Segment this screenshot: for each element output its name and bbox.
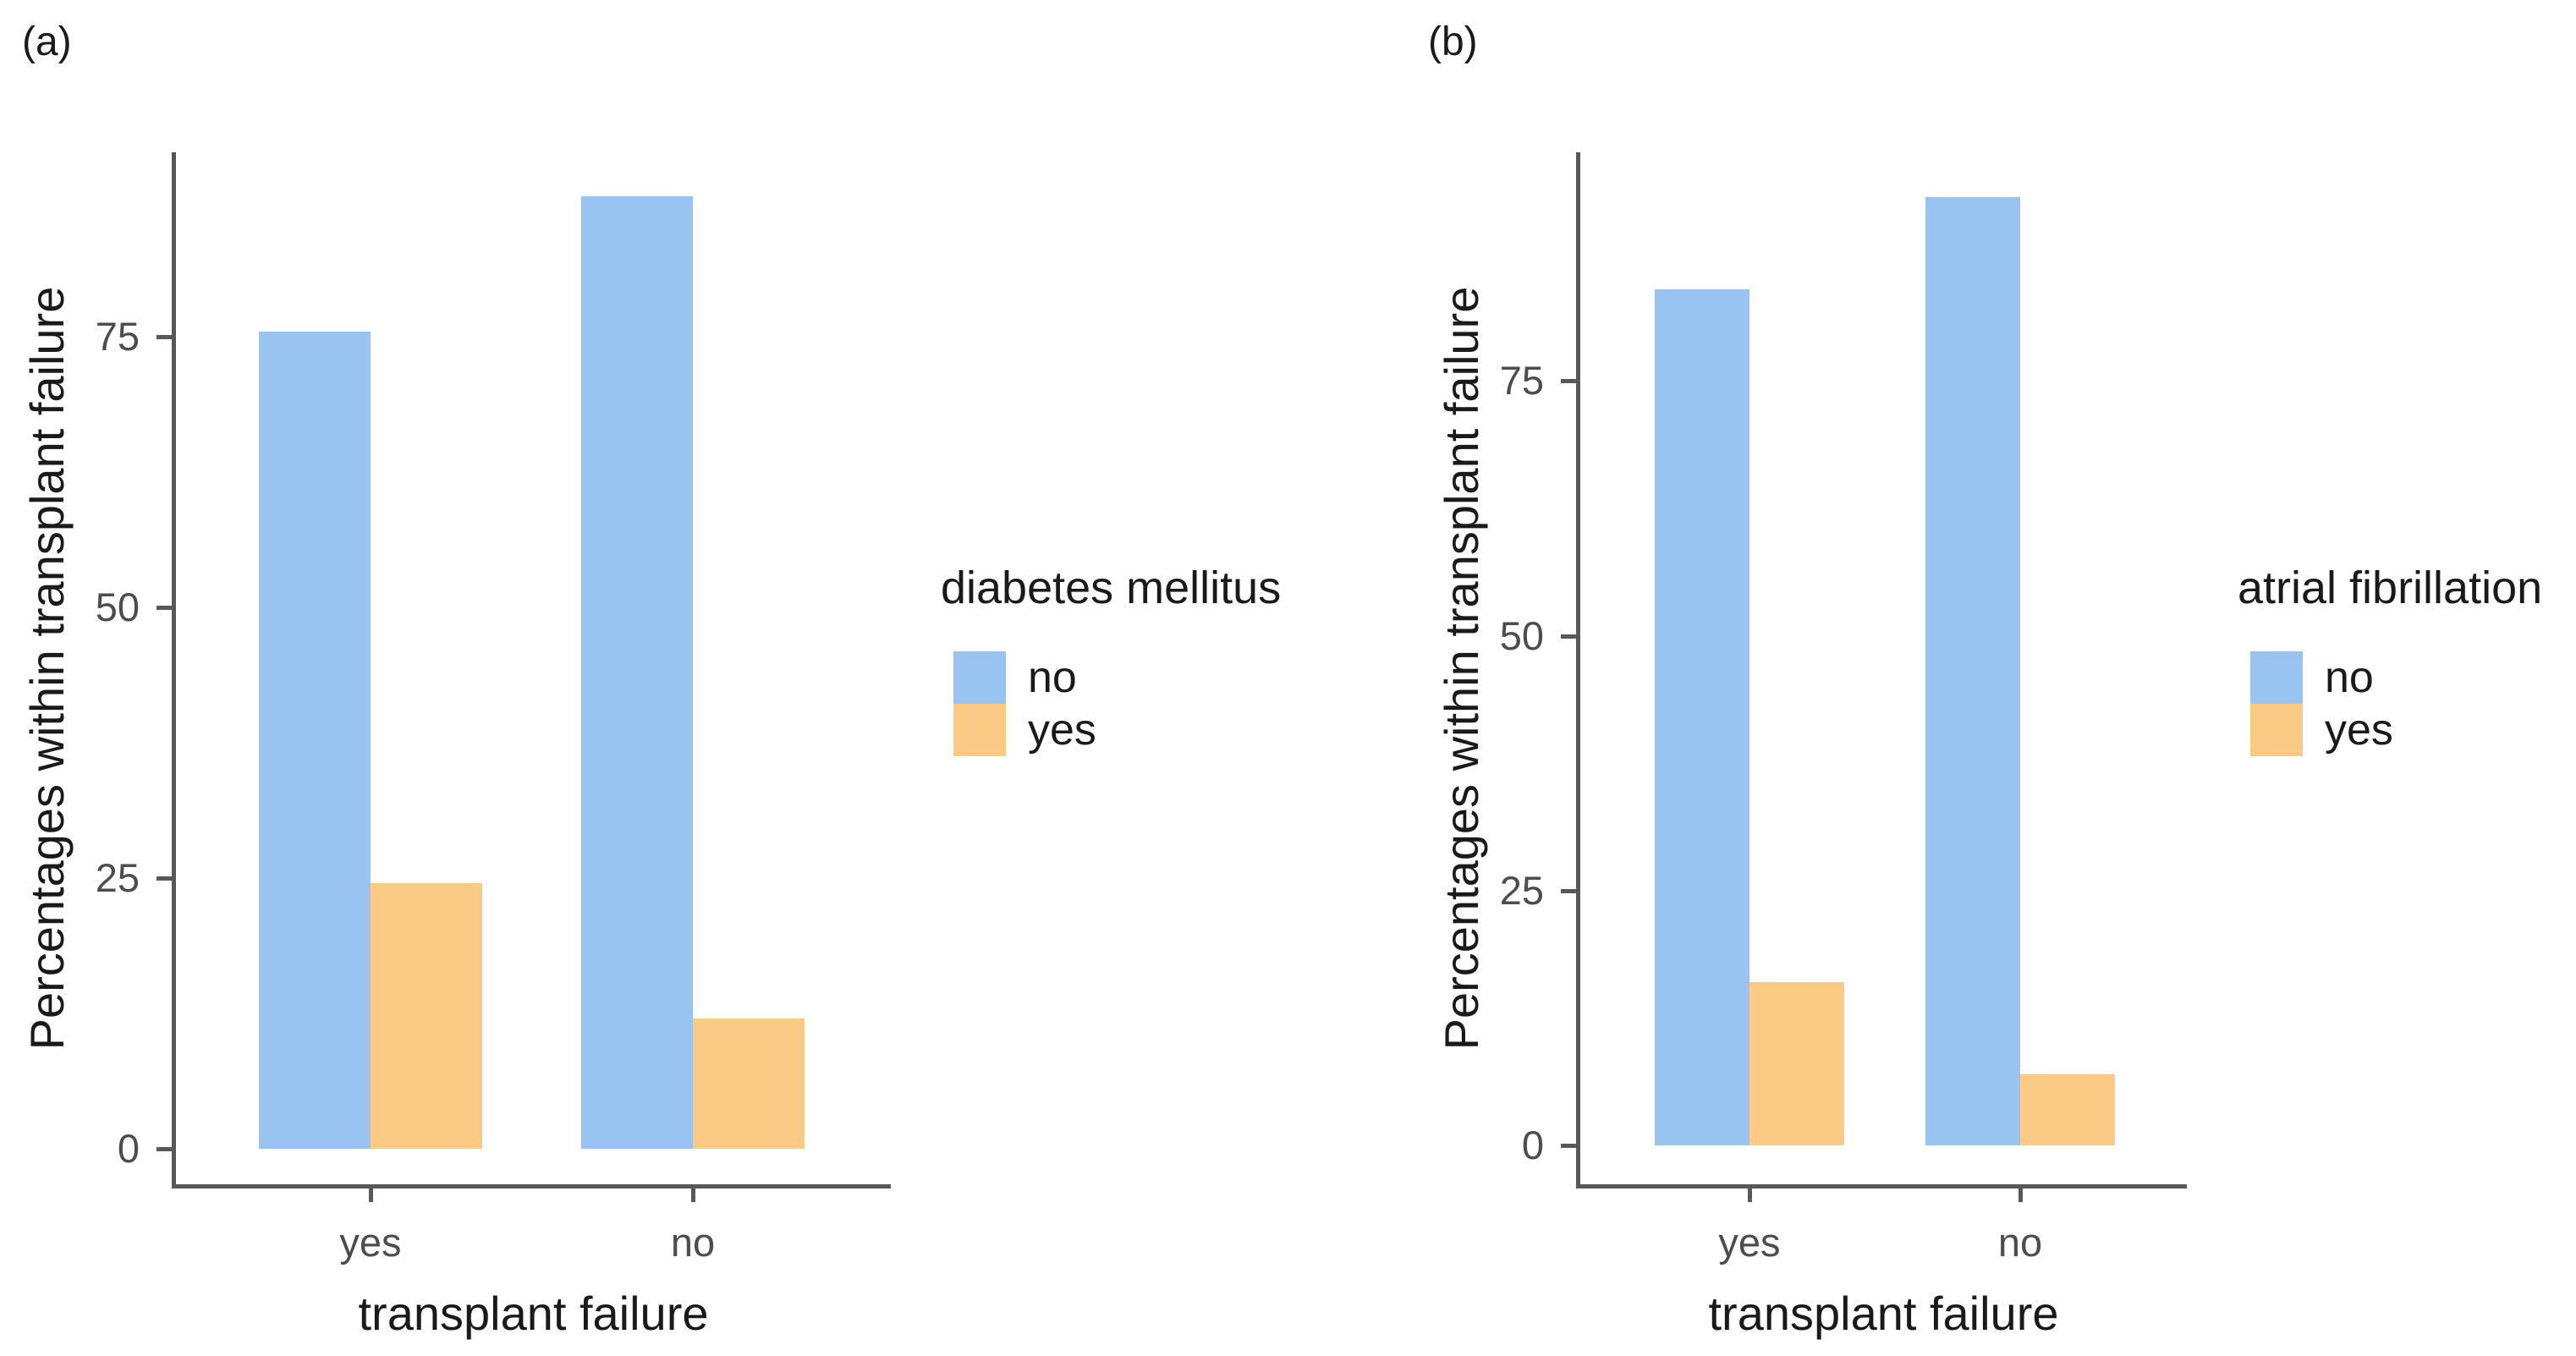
y-tick-label: 0 — [117, 1126, 140, 1171]
legend-swatch-no — [2250, 651, 2303, 704]
panel-b-legend-title: atrial fibrillation — [2238, 563, 2543, 613]
legend-swatch-yes — [953, 704, 1006, 756]
y-axis-line — [172, 152, 176, 1184]
y-tick-label: 75 — [95, 314, 140, 359]
x-axis-line — [1576, 1184, 2187, 1189]
x-tick-mark — [1748, 1189, 1752, 1202]
panel-a-tag: (a) — [22, 19, 72, 64]
panel-b-y-axis-title: Percentages within transplant failure — [1435, 286, 1488, 1051]
y-tick-label: 25 — [95, 855, 140, 900]
legend-label-no: no — [2325, 653, 2374, 702]
x-tick-label: no — [670, 1220, 716, 1265]
legend-swatch-yes — [2250, 704, 2303, 756]
legend-label-yes: yes — [1028, 705, 1096, 755]
x-tick-mark — [2019, 1189, 2023, 1202]
bar-yes-yes — [1749, 982, 1844, 1145]
bar-no-yes — [693, 1018, 805, 1149]
x-tick-label: no — [1997, 1220, 2043, 1265]
bar-no-no — [1925, 197, 2020, 1145]
bar-yes-no — [1655, 289, 1749, 1145]
y-tick-mark — [157, 606, 172, 610]
y-tick-mark — [157, 876, 172, 881]
y-tick-label: 75 — [1499, 358, 1544, 403]
x-tick-mark — [691, 1189, 695, 1202]
panel-a-x-axis-title: transplant failure — [358, 1287, 709, 1340]
y-tick-label: 25 — [1499, 868, 1544, 913]
y-tick-mark — [157, 1147, 172, 1151]
y-tick-mark — [1561, 889, 1576, 893]
legend-swatch-no — [953, 651, 1006, 704]
x-tick-label: yes — [339, 1220, 402, 1265]
panel-a-y-axis-title: Percentages within transplant failure — [20, 286, 74, 1051]
y-axis-line — [1576, 152, 1580, 1184]
y-tick-mark — [1561, 634, 1576, 639]
legend-label-no: no — [1028, 653, 1077, 702]
bar-yes-yes — [371, 883, 482, 1149]
bar-yes-no — [259, 332, 371, 1149]
y-tick-label: 50 — [95, 585, 140, 629]
x-tick-label: yes — [1718, 1220, 1781, 1265]
x-tick-mark — [369, 1189, 373, 1202]
bar-no-no — [581, 196, 693, 1149]
y-tick-label: 50 — [1499, 613, 1544, 658]
legend-label-yes: yes — [2325, 705, 2393, 755]
y-tick-label: 0 — [1521, 1123, 1544, 1167]
y-tick-mark — [157, 335, 172, 339]
bar-no-yes — [2020, 1074, 2115, 1145]
y-tick-mark — [1561, 379, 1576, 383]
y-tick-mark — [1561, 1144, 1576, 1148]
panel-a-legend-title: diabetes mellitus — [941, 563, 1282, 613]
panel-b-x-axis-title: transplant failure — [1708, 1287, 2059, 1340]
panel-b-tag: (b) — [1428, 19, 1478, 64]
x-axis-line — [172, 1184, 891, 1189]
